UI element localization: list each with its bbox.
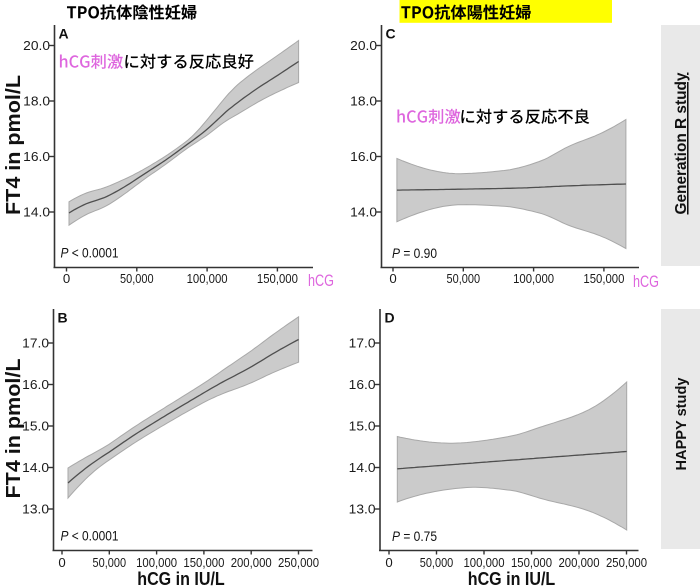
svg-text:200,000: 200,000 xyxy=(231,555,272,570)
svg-text:100,000: 100,000 xyxy=(464,555,505,570)
svg-text:hCG in IU/L: hCG in IU/L xyxy=(468,568,556,587)
svg-text:50,000: 50,000 xyxy=(447,271,481,286)
svg-text:250,000: 250,000 xyxy=(278,555,319,570)
svg-text:250,000: 250,000 xyxy=(606,555,647,570)
svg-text:FT4 in pmol/L: FT4 in pmol/L xyxy=(3,359,25,499)
svg-text:100,000: 100,000 xyxy=(513,271,554,286)
svg-text:16.0: 16.0 xyxy=(349,377,376,392)
svg-text:D: D xyxy=(385,310,395,326)
svg-text:P = 0.90: P = 0.90 xyxy=(392,246,437,261)
svg-text:14.0: 14.0 xyxy=(23,205,50,220)
svg-text:14.0: 14.0 xyxy=(349,460,376,475)
svg-text:150,000: 150,000 xyxy=(583,271,624,286)
svg-text:14.0: 14.0 xyxy=(22,460,49,475)
svg-text:20.0: 20.0 xyxy=(23,38,50,53)
svg-text:150,000: 150,000 xyxy=(257,271,298,286)
svg-text:18.0: 18.0 xyxy=(23,94,50,109)
svg-text:P < 0.0001: P < 0.0001 xyxy=(61,529,119,544)
svg-text:16.0: 16.0 xyxy=(350,149,377,164)
svg-text:HAPPY study: HAPPY study xyxy=(674,377,690,471)
svg-text:50,000: 50,000 xyxy=(93,555,127,570)
svg-text:100,000: 100,000 xyxy=(187,271,228,286)
svg-text:0: 0 xyxy=(63,271,70,286)
svg-text:15.0: 15.0 xyxy=(22,419,49,434)
svg-text:18.0: 18.0 xyxy=(350,94,377,109)
svg-text:50,000: 50,000 xyxy=(120,271,154,286)
svg-text:C: C xyxy=(386,26,396,42)
svg-text:0: 0 xyxy=(389,271,396,286)
svg-text:15.0: 15.0 xyxy=(349,419,376,434)
svg-text:P < 0.0001: P < 0.0001 xyxy=(61,246,119,261)
svg-text:50,000: 50,000 xyxy=(420,555,454,570)
svg-text:16.0: 16.0 xyxy=(22,377,49,392)
svg-text:Generation R study: Generation R study xyxy=(673,72,690,214)
svg-text:0: 0 xyxy=(385,555,392,570)
svg-text:16.0: 16.0 xyxy=(23,149,50,164)
svg-text:0: 0 xyxy=(58,555,65,570)
svg-text:FT4 in pmol/L: FT4 in pmol/L xyxy=(3,75,25,215)
svg-text:17.0: 17.0 xyxy=(22,336,49,351)
svg-text:13.0: 13.0 xyxy=(349,502,376,517)
svg-text:hCG in IU/L: hCG in IU/L xyxy=(137,568,225,587)
svg-text:17.0: 17.0 xyxy=(349,336,376,351)
svg-text:20.0: 20.0 xyxy=(350,38,377,53)
svg-text:P = 0.75: P = 0.75 xyxy=(392,529,437,544)
svg-text:150,000: 150,000 xyxy=(511,555,552,570)
svg-text:hCG: hCG xyxy=(633,273,659,291)
svg-text:A: A xyxy=(59,26,69,42)
svg-text:200,000: 200,000 xyxy=(559,555,600,570)
svg-text:hCG: hCG xyxy=(308,272,334,290)
svg-text:150,000: 150,000 xyxy=(183,555,224,570)
svg-text:14.0: 14.0 xyxy=(350,205,377,220)
svg-text:B: B xyxy=(58,310,68,326)
svg-text:13.0: 13.0 xyxy=(22,502,49,517)
svg-text:100,000: 100,000 xyxy=(136,555,177,570)
